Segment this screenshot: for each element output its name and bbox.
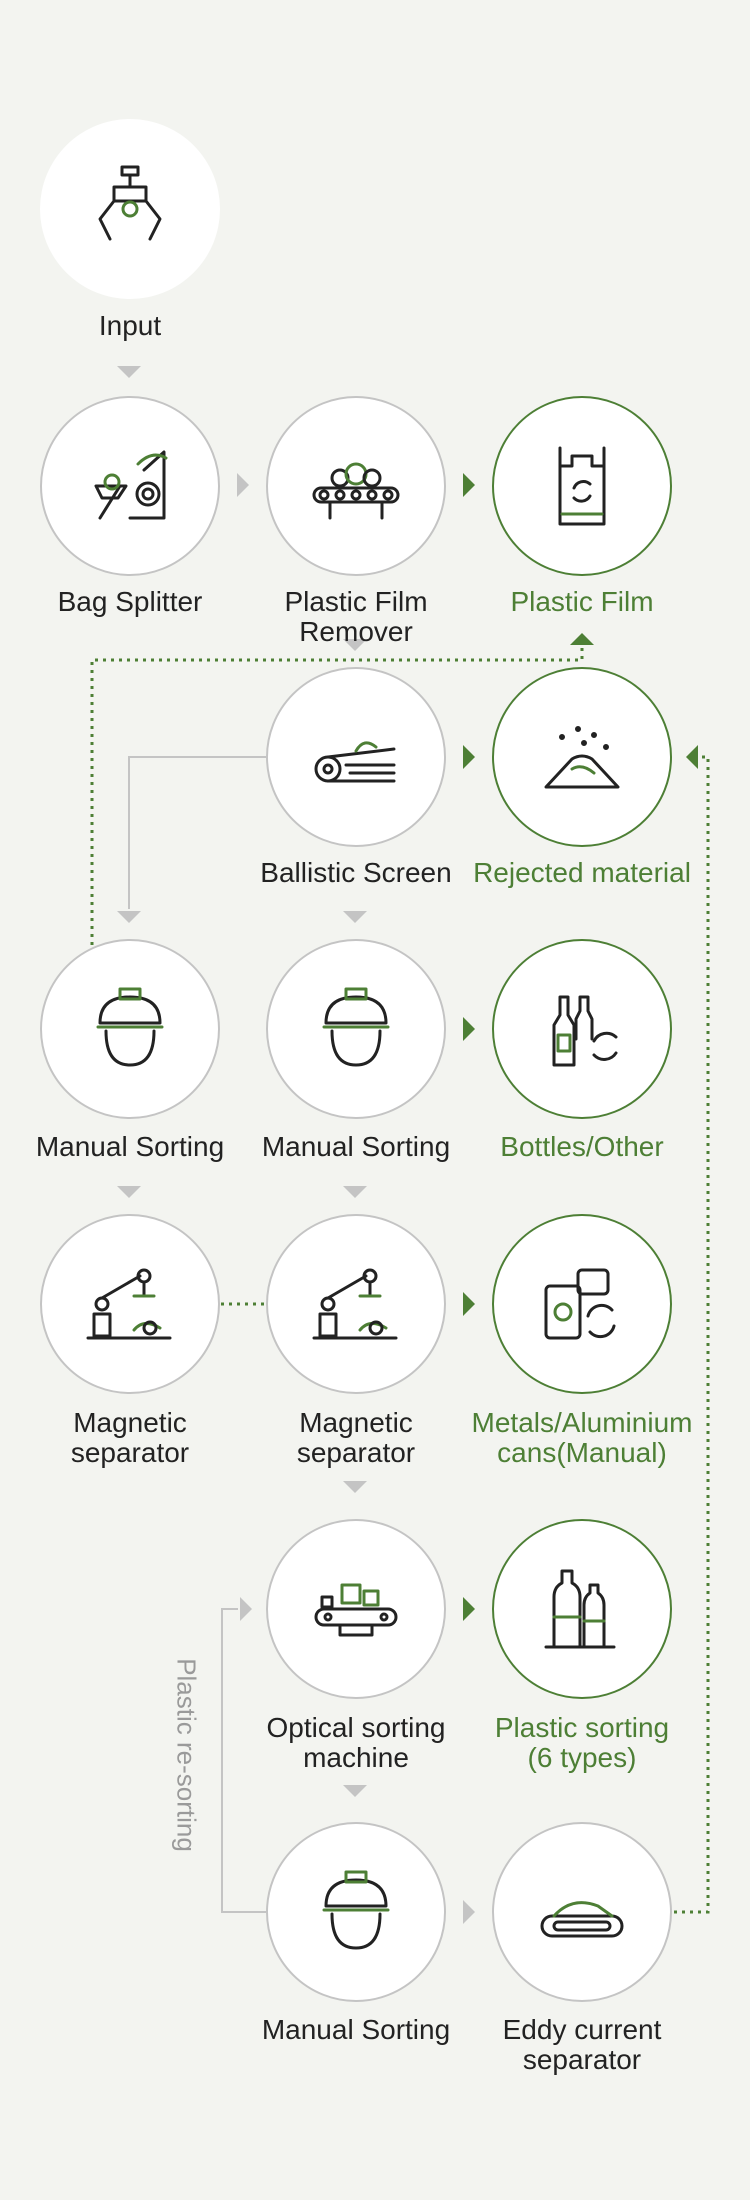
arrow-manual2-to-mag2 — [343, 1186, 367, 1198]
line-resort-loop — [221, 1608, 266, 1913]
arrow-optical-to-manual3 — [343, 1785, 367, 1797]
ballistic-screen-icon — [314, 741, 396, 783]
rejected-pile-icon — [544, 726, 620, 789]
node-film-remover — [266, 396, 446, 576]
bottles-recycle-icon — [552, 995, 618, 1067]
arrow-optical-to-plastic-sorting — [463, 1597, 475, 1621]
label-input: Input — [98, 310, 162, 341]
label-metals-line2: cans(Manual) — [497, 1437, 667, 1468]
node-plastic-film — [492, 396, 672, 576]
node-eddy — [492, 1822, 672, 2002]
node-manual-sorting-3 — [266, 1822, 446, 2002]
label-manual-sorting-1: Manual Sorting — [35, 1131, 225, 1162]
label-bag-splitter: Bag Splitter — [57, 586, 203, 617]
arrow-mag2-to-optical — [343, 1481, 367, 1493]
node-ballistic-screen — [266, 667, 446, 847]
label-optical-line1: Optical sorting — [266, 1712, 446, 1743]
arrow-input-to-bag-splitter — [117, 366, 141, 378]
label-plastic-re-sorting: Plastic re-sorting — [171, 1658, 202, 1852]
arrow-eddy-to-rejected — [686, 745, 698, 769]
label-optical-line2: machine — [303, 1742, 409, 1773]
arrow-film-remover-to-plastic-film — [463, 473, 475, 497]
node-rejected — [492, 667, 672, 847]
label-plastic-sorting-line2: (6 types) — [527, 1742, 637, 1773]
label-magnetic-1: Magnetic separator — [10, 1408, 250, 1468]
label-metals-line1: Metals/Aluminium — [471, 1407, 693, 1438]
label-plastic-sorting: Plastic sorting (6 types) — [462, 1713, 702, 1773]
label-bottles: Bottles/Other — [500, 1131, 664, 1162]
arrow-ballistic-to-manual1 — [117, 911, 141, 923]
arrow-manual3-to-eddy — [463, 1900, 475, 1924]
arrow-manual2-to-bottles — [463, 1017, 475, 1041]
label-optical: Optical sorting machine — [236, 1713, 476, 1773]
arrow-ballistic-to-manual2 — [343, 911, 367, 923]
arrow-bag-splitter-to-film-remover — [237, 473, 249, 497]
label-plastic-sorting-line1: Plastic sorting — [494, 1712, 670, 1743]
node-metals — [492, 1214, 672, 1394]
node-optical — [266, 1519, 446, 1699]
node-input — [40, 119, 220, 299]
node-magnetic-2 — [266, 1214, 446, 1394]
label-magnetic-1-line1: Magnetic — [73, 1407, 187, 1438]
node-manual-sorting-1 — [40, 939, 220, 1119]
line-ballistic-to-manual1 — [128, 756, 266, 909]
node-manual-sorting-2 — [266, 939, 446, 1119]
label-film-remover: Plastic Film Remover — [284, 586, 428, 647]
node-plastic-sorting — [492, 1519, 672, 1699]
node-bag-splitter — [40, 396, 220, 576]
plastic-bottles-icon — [544, 1569, 616, 1649]
label-magnetic-2-line2: separator — [296, 1437, 416, 1468]
label-magnetic-2: Magnetic separator — [236, 1408, 476, 1468]
label-ballistic-screen: Ballistic Screen — [260, 857, 452, 888]
arrow-mag2-to-metals — [463, 1292, 475, 1316]
line-eddy-to-rejected — [674, 755, 710, 1914]
node-magnetic-1 — [40, 1214, 220, 1394]
bag-splitter-icon — [94, 450, 168, 520]
label-eddy: Eddy current separator — [462, 2015, 702, 2075]
label-eddy-line2: separator — [522, 2044, 642, 2075]
claw-grabber-icon — [98, 165, 162, 241]
arrow-resort-to-optical — [240, 1597, 252, 1621]
node-bottles — [492, 939, 672, 1119]
arrow-manual1-to-mag1 — [117, 1186, 141, 1198]
cans-recycle-icon — [544, 1268, 616, 1340]
robot-arm-icon — [312, 1268, 398, 1340]
arrow-film-remover-to-ballistic — [343, 639, 367, 651]
worker-helmet-icon — [322, 1870, 390, 1950]
eddy-conveyor-icon — [540, 1901, 624, 1938]
label-metals: Metals/Aluminium cans(Manual) — [452, 1408, 712, 1468]
film-remover-icon — [312, 462, 400, 520]
line-manual1-to-plastic-film — [90, 647, 584, 945]
plastic-bag-recycle-icon — [558, 446, 606, 526]
optical-sorter-icon — [314, 1583, 398, 1637]
label-eddy-line1: Eddy current — [502, 2014, 662, 2045]
label-manual-sorting-2: Manual Sorting — [261, 1131, 451, 1162]
label-magnetic-1-line2: separator — [70, 1437, 190, 1468]
worker-helmet-icon — [322, 987, 390, 1067]
label-manual-sorting-3: Manual Sorting — [261, 2014, 451, 2045]
label-magnetic-2-line1: Magnetic — [299, 1407, 413, 1438]
label-plastic-film: Plastic Film — [510, 586, 654, 617]
label-rejected: Rejected material — [473, 857, 691, 888]
robot-arm-icon — [86, 1268, 172, 1340]
worker-helmet-icon — [96, 987, 164, 1067]
arrow-ballistic-to-rejected — [463, 745, 475, 769]
arrow-to-plastic-film-from-below — [570, 633, 594, 645]
